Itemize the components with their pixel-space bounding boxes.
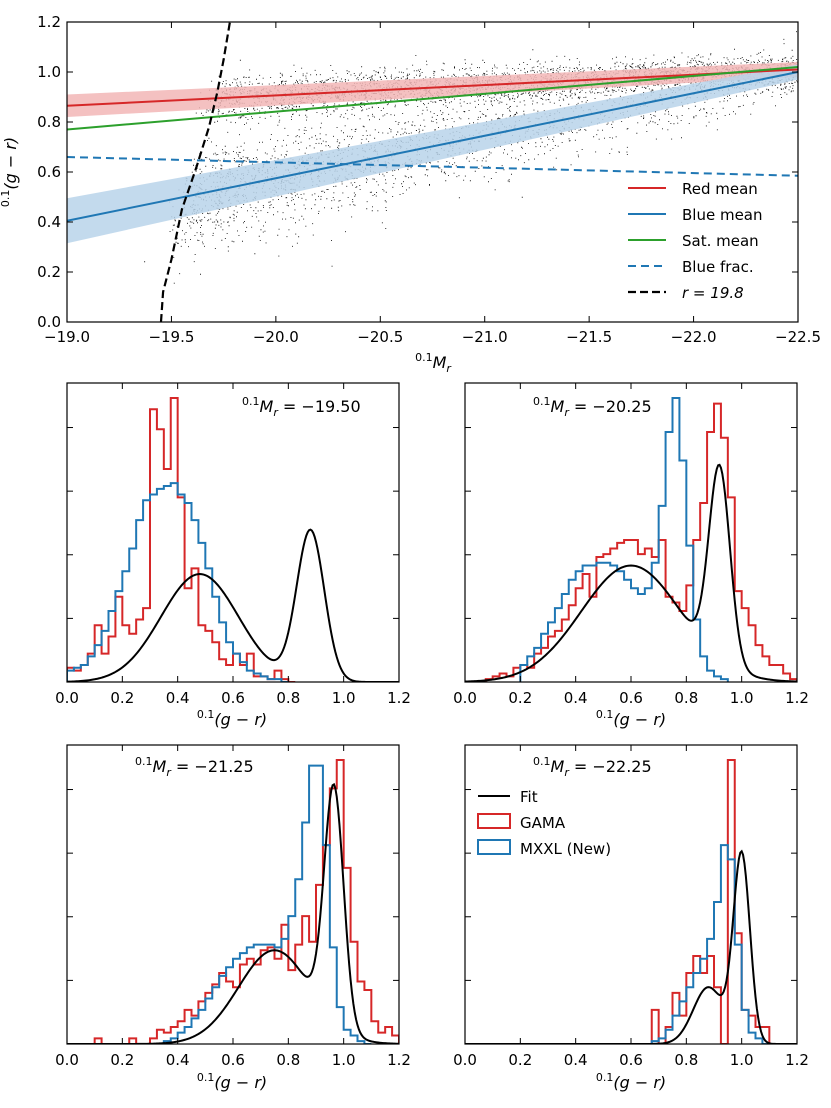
hist-axes-frame: [464, 382, 798, 683]
gama-histogram: [465, 402, 797, 682]
main-ytick-label: 1.2: [37, 13, 61, 31]
legend-label-r-limit: r = 19.8: [682, 284, 744, 302]
hist-xtick-label: 0.2: [508, 1051, 532, 1069]
panel-hist-m1950: 0.0 0.2 0.4 0.6 0.8 1.0 1.2: [55, 382, 411, 707]
hist-xtick-label: 0.0: [55, 1051, 79, 1069]
hist-xtick-label: 1.2: [785, 1051, 809, 1069]
hist-xtick-label: 0.8: [276, 1051, 300, 1069]
blue-mean-line: [67, 71, 798, 222]
hist-xtick-label: 0.4: [564, 1051, 588, 1069]
panel-hist-m2125: 0.0 0.2 0.4 0.6 0.8 1.0 1.2: [55, 744, 411, 1069]
hist-xtick-label: 1.2: [785, 689, 809, 707]
annotation-h3: 0.1Mr = −21.25: [135, 755, 254, 779]
hist-plot-area: [67, 396, 399, 682]
hist-xtick-label: 0.0: [453, 1051, 477, 1069]
mxxl-histogram: [67, 482, 289, 682]
hist-axes-frame: [66, 382, 400, 683]
main-xtick-label: −20.5: [357, 328, 403, 346]
main-x-ticks: −19.0 −19.5 −20.0 −20.5 −21.0 −21.5 −22.0 −22.5: [44, 22, 821, 346]
hist-xtick-label: 1.2: [387, 689, 411, 707]
hist-xtick-label: 0.4: [166, 689, 190, 707]
legend-label-blue-mean: Blue mean: [682, 206, 763, 224]
hist-xtick-label: 0.4: [166, 1051, 190, 1069]
sat-mean-line: [67, 66, 798, 131]
hist-plot-area: [67, 758, 399, 1044]
main-ytick-label: 0.0: [37, 313, 61, 331]
mxxl-histogram: [644, 844, 770, 1044]
gama-histogram: [93, 758, 399, 1044]
main-xtick-label: −21.0: [462, 328, 508, 346]
legend-label-gama: GAMA: [520, 814, 566, 832]
hist-xtick-label: 0.6: [619, 689, 643, 707]
panel-hist-m2025: 0.0 0.2 0.4 0.6 0.8 1.0 1.2: [453, 382, 809, 707]
r-limit-line: [159, 22, 231, 322]
annotation-h1: 0.1Mr = −19.50: [242, 395, 361, 419]
mxxl-histogram: [162, 764, 372, 1044]
hist-xtick-label: 0.8: [674, 1051, 698, 1069]
main-legend: Red mean Blue mean Sat. mean Blue frac. …: [628, 180, 763, 302]
blue-frac-line: [67, 156, 798, 177]
gama-histogram: [67, 396, 296, 682]
annotation-h2: 0.1Mr = −20.25: [533, 395, 652, 419]
h1-x-axis-label: 0.1(g − r): [197, 708, 267, 729]
hist-xtick-label: 1.0: [332, 689, 356, 707]
hist-xtick-label: 1.0: [730, 689, 754, 707]
hist-xtick-label: 0.2: [110, 1051, 134, 1069]
fit-curve: [67, 528, 399, 682]
main-ytick-label: 0.6: [37, 163, 61, 181]
hist-xtick-label: 0.8: [674, 689, 698, 707]
hist-axes-frame: [66, 744, 400, 1045]
hist-xtick-label: 0.2: [110, 689, 134, 707]
fit-curve: [67, 782, 399, 1044]
legend-swatch-gama: [477, 813, 511, 829]
main-xtick-label: −19.0: [44, 328, 90, 346]
main-x-axis-label: 0.1Mr: [415, 351, 452, 375]
legend-label-blue-frac: Blue frac.: [682, 258, 754, 276]
main-xtick-label: −21.5: [566, 328, 612, 346]
main-ytick-label: 1.0: [37, 63, 61, 81]
h2-x-axis-label: 0.1(g − r): [596, 708, 666, 729]
panel-hist-m2225: 0.0 0.2 0.4 0.6 0.8 1.0 1.2: [453, 744, 809, 1069]
hist-xtick-label: 0.4: [564, 689, 588, 707]
main-ytick-label: 0.2: [37, 263, 61, 281]
legend-label-red-mean: Red mean: [682, 180, 758, 198]
legend-label-sat-mean: Sat. mean: [682, 232, 759, 250]
main-y-axis-label: 0.1(g − r): [0, 137, 20, 207]
hist-legend: Fit GAMA MXXL (New): [477, 788, 611, 858]
hist-xtick-label: 0.8: [276, 689, 300, 707]
fit-curve: [465, 463, 797, 682]
h3-x-axis-label: 0.1(g − r): [197, 1071, 267, 1092]
main-xtick-label: −22.5: [775, 328, 821, 346]
red-mean-band: [67, 62, 798, 117]
main-y-ticks: 0.0 0.2 0.4 0.6 0.8 1.0 1.2: [37, 13, 798, 331]
galaxy-scatter-points: [144, 31, 798, 284]
hist-plot-area: [465, 396, 797, 682]
hist-xtick-label: 1.0: [332, 1051, 356, 1069]
main-xtick-label: −19.5: [148, 328, 194, 346]
hist-xtick-label: 0.2: [508, 689, 532, 707]
hist-xtick-label: 0.6: [221, 689, 245, 707]
main-xtick-label: −20.0: [253, 328, 299, 346]
hist-xtick-label: 0.6: [221, 1051, 245, 1069]
gama-histogram: [650, 758, 771, 1044]
legend-label-fit: Fit: [520, 788, 538, 806]
hist-xtick-label: 1.0: [730, 1051, 754, 1069]
hist-xtick-label: 0.0: [55, 689, 79, 707]
annotation-h4: 0.1Mr = −22.25: [533, 755, 652, 779]
legend-label-mxxl: MXXL (New): [520, 840, 611, 858]
hist-plot-area: [465, 758, 797, 1044]
h4-x-axis-label: 0.1(g − r): [596, 1071, 666, 1092]
hist-xtick-label: 0.0: [453, 689, 477, 707]
main-xtick-label: −22.0: [671, 328, 717, 346]
main-ytick-label: 0.4: [37, 213, 61, 231]
legend-swatch-mxxl: [477, 839, 511, 855]
scatter-dots: [144, 31, 798, 284]
red-mean-line: [67, 68, 798, 107]
hist-xtick-label: 1.2: [387, 1051, 411, 1069]
fit-curve: [465, 849, 797, 1044]
main-ytick-label: 0.8: [37, 113, 61, 131]
hist-xtick-label: 0.6: [619, 1051, 643, 1069]
panel-color-magnitude: −19.0 −19.5 −20.0 −20.5 −21.0 −21.5 −22.0 −22.5…: [0, 13, 821, 375]
